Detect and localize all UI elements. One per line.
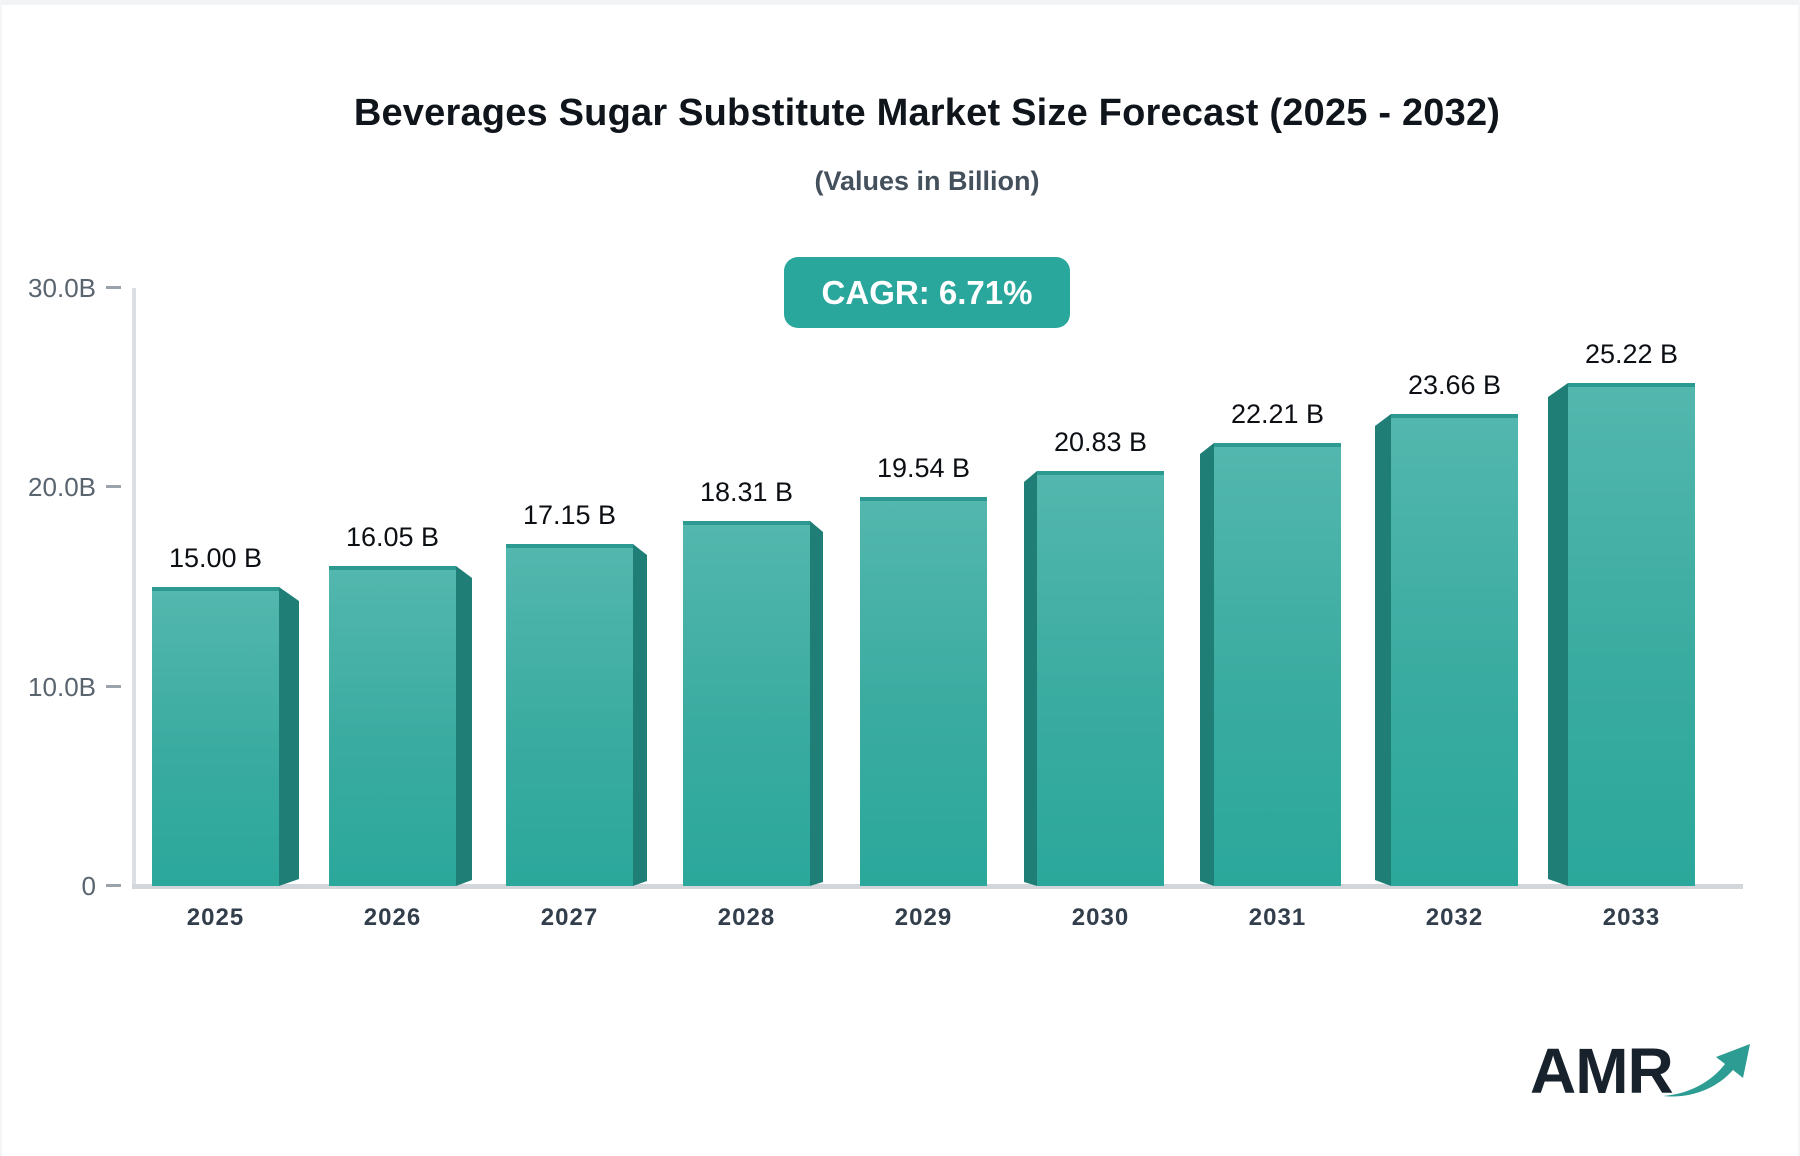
- bar-side-2032: [1375, 414, 1391, 886]
- year-label-2033: 2033: [1602, 904, 1661, 931]
- value-label-2033: 25.22 B: [1584, 339, 1679, 369]
- value-label-2025: 15.00 B: [168, 543, 263, 573]
- amr-logo: AMR: [1530, 1026, 1770, 1116]
- bar-2032: [1391, 414, 1518, 886]
- bar-side-2026: [456, 566, 472, 886]
- bar-2025: [152, 587, 279, 886]
- y-axis-line: [132, 288, 136, 889]
- bar-side-2030: [1024, 471, 1037, 886]
- bar-2027: [506, 544, 633, 886]
- chart-subtitle: (Values in Billion): [814, 166, 1040, 196]
- x-axis-baseline: [132, 884, 1743, 889]
- y-tick-dash: [106, 684, 121, 688]
- bar-side-2031: [1200, 443, 1214, 886]
- bar-2033: [1568, 383, 1695, 886]
- growth-arrow-icon: [1662, 1044, 1750, 1097]
- value-label-2028: 18.31 B: [699, 477, 794, 507]
- year-label-2029: 2029: [894, 904, 953, 931]
- year-label-2031: 2031: [1248, 904, 1307, 931]
- cagr-badge: CAGR: 6.71%: [783, 257, 1071, 329]
- value-label-2029: 19.54 B: [876, 453, 971, 483]
- cagr-badge-row: CAGR: 6.71%: [122, 257, 1732, 329]
- y-tick-dash: [106, 485, 121, 489]
- top-border: [2, 0, 1798, 5]
- amr-logo-text: AMR: [1530, 1035, 1674, 1107]
- y-tick-dash: [106, 286, 121, 289]
- bar-2031: [1214, 443, 1341, 886]
- bar-side-2027: [633, 544, 647, 886]
- year-label-2026: 2026: [363, 904, 422, 931]
- y-tick-label-30.0B: 30.0B: [28, 273, 96, 303]
- y-tick-label-10.0B: 10.0B: [28, 671, 96, 702]
- bar-2030: [1037, 471, 1164, 886]
- y-tick-label-0: 0: [81, 871, 96, 901]
- bar-side-2028: [810, 521, 823, 886]
- y-tick-dash: [106, 884, 121, 887]
- value-label-2032: 23.66 B: [1407, 370, 1502, 400]
- value-label-2026: 16.05 B: [345, 522, 440, 552]
- bar-2026: [329, 566, 456, 886]
- year-label-2030: 2030: [1071, 904, 1130, 931]
- year-label-2032: 2032: [1425, 904, 1484, 931]
- bar-2029: [860, 497, 987, 886]
- value-label-2031: 22.21 B: [1230, 399, 1325, 429]
- bar-side-2033: [1548, 383, 1568, 886]
- y-tick-label-20.0B: 20.0B: [28, 472, 96, 503]
- value-label-2030: 20.83 B: [1053, 427, 1148, 457]
- bar-side-2025: [279, 587, 299, 886]
- chart-title: Beverages Sugar Substitute Market Size F…: [353, 92, 1501, 134]
- value-label-2027: 17.15 B: [522, 500, 617, 530]
- bar-2028: [683, 521, 810, 886]
- year-label-2025: 2025: [186, 904, 245, 931]
- year-label-2027: 2027: [540, 904, 599, 931]
- year-label-2028: 2028: [717, 904, 776, 931]
